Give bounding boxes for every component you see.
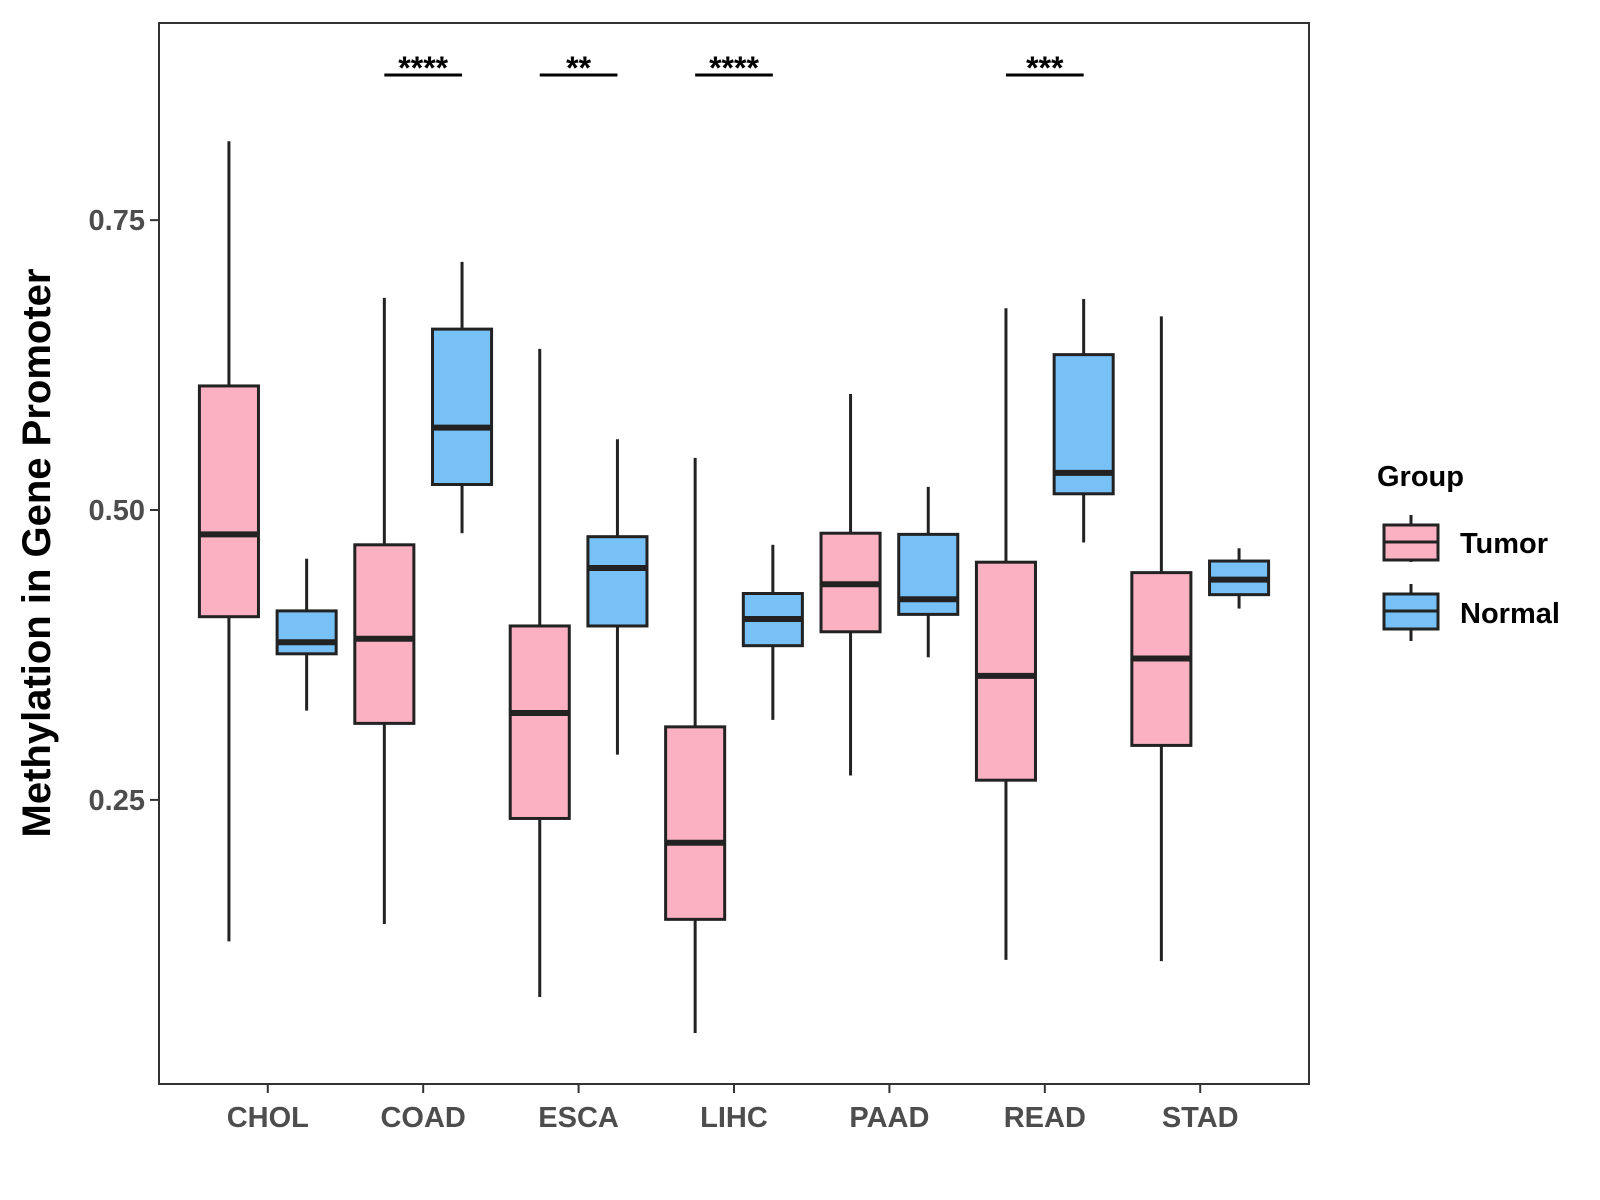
x-tick-label: STAD <box>1162 1102 1239 1134</box>
box-normal-lihc <box>741 544 804 720</box>
legend: Group Tumor Normal <box>1377 461 1560 641</box>
box-normal-esca <box>586 439 649 755</box>
y-tick-label: 0.25 <box>89 785 145 817</box>
x-axis: CHOL COAD ESCA LIHC PAAD READ STAD <box>227 1084 1239 1134</box>
box-tumor-lihc <box>664 457 727 1033</box>
y-axis-label: Methylation in Gene Promoter <box>15 269 59 838</box>
significance-label: **** <box>398 50 448 86</box>
legend-title: Group <box>1377 461 1464 493</box>
box-tumor-chol <box>197 141 260 942</box>
plot-panel <box>158 22 1310 1085</box>
legend-item-normal: Normal <box>1382 584 1560 641</box>
box-body <box>974 560 1037 782</box>
x-tick-label: PAAD <box>849 1102 929 1134</box>
box-tumor-read <box>974 308 1037 960</box>
box-body <box>197 384 260 619</box>
y-tick-label: 0.50 <box>89 495 145 527</box>
box-body <box>431 327 494 487</box>
box-tumor-stad <box>1130 316 1193 962</box>
box-body <box>508 624 571 820</box>
x-tick-label: CHOL <box>227 1102 309 1134</box>
y-tick-label: 0.75 <box>89 205 145 237</box>
box-body <box>275 609 338 656</box>
box-tumor-paad <box>819 394 882 776</box>
legend-item-tumor: Tumor <box>1382 515 1548 562</box>
significance-annotations: **** ** **** *** <box>384 50 1084 86</box>
box-normal-paad <box>897 486 960 658</box>
box-body <box>897 532 960 616</box>
box-body <box>664 725 727 921</box>
significance-label: *** <box>1026 50 1064 86</box>
x-tick-label: LIHC <box>700 1102 768 1134</box>
x-tick-label: READ <box>1004 1102 1086 1134</box>
legend-label-normal: Normal <box>1460 598 1560 630</box>
box-body <box>353 543 416 725</box>
significance-label: **** <box>709 50 759 86</box>
box-normal-stad <box>1208 548 1271 609</box>
box-tumor-coad <box>353 297 416 924</box>
x-tick-label: COAD <box>380 1102 465 1134</box>
box-normal-coad <box>431 261 494 534</box>
y-axis: 0.25 0.50 0.75 <box>89 205 159 817</box>
box-body <box>586 535 649 628</box>
legend-label-tumor: Tumor <box>1460 528 1548 560</box>
x-tick-label: ESCA <box>538 1102 619 1134</box>
box-normal-chol <box>275 558 338 711</box>
box-layer <box>197 141 1271 1033</box>
box-tumor-esca <box>508 348 571 998</box>
box-normal-read <box>1052 298 1115 543</box>
significance-label: ** <box>566 50 591 86</box>
